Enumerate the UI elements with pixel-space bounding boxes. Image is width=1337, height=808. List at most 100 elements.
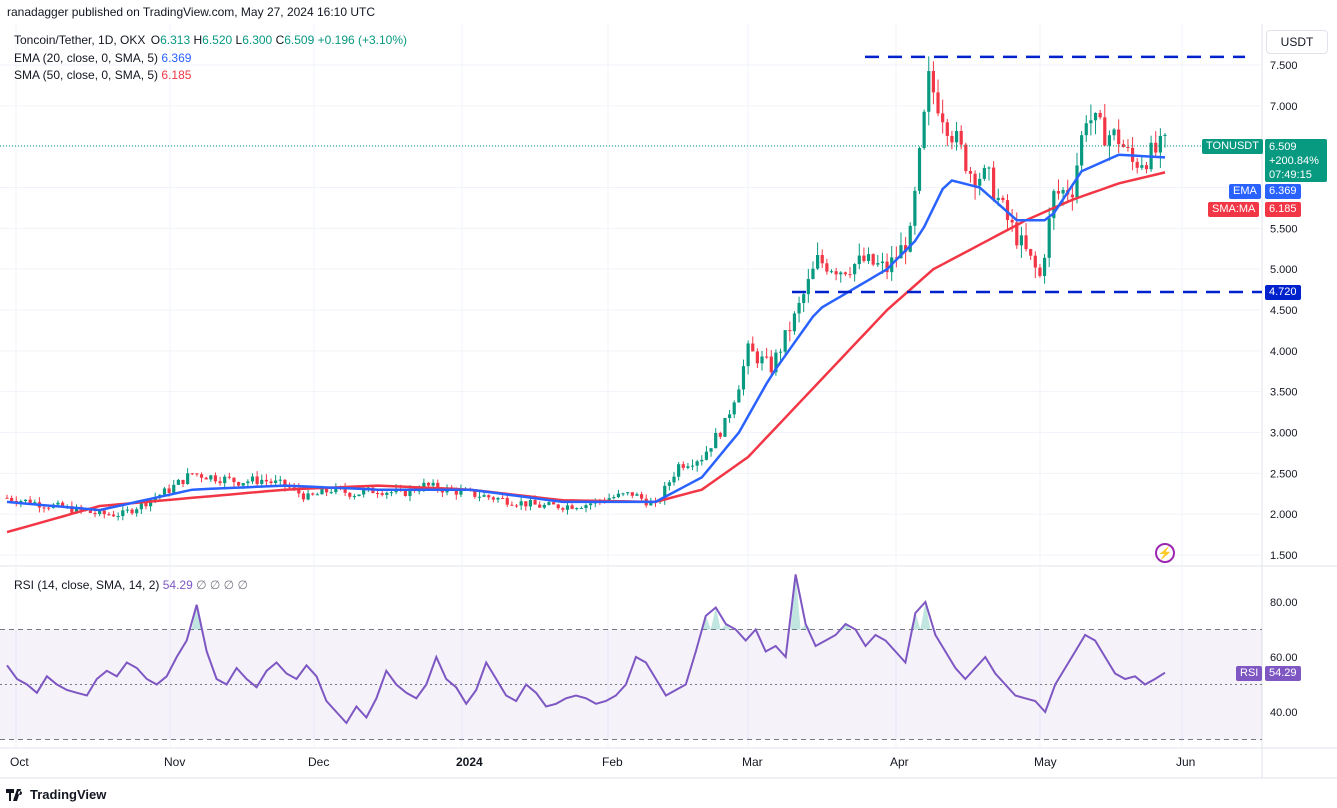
- price-tick-label: 1.500: [1270, 550, 1298, 562]
- candle-body: [1038, 267, 1042, 276]
- candle-body: [255, 476, 259, 484]
- candle-body: [1010, 219, 1014, 223]
- candle-body: [23, 499, 28, 502]
- time-tick-label: Nov: [164, 755, 185, 769]
- candle-body: [751, 343, 755, 352]
- candle-body: [663, 485, 667, 501]
- rsi-legend-extra: ∅ ∅ ∅ ∅: [196, 578, 248, 592]
- rsi-overbought-fill: [790, 574, 801, 630]
- candle-body: [264, 479, 268, 482]
- candle-body: [927, 71, 931, 112]
- candle-body: [834, 271, 838, 275]
- candle-body: [162, 488, 167, 495]
- candle-body: [42, 507, 46, 509]
- time-tick-label: 2024: [456, 755, 483, 769]
- rsi-legend-value: 54.29: [162, 578, 193, 592]
- price-tick-label: 4.500: [1270, 305, 1298, 317]
- candle-body: [584, 505, 588, 509]
- candle-body: [866, 254, 871, 261]
- candle-body: [913, 190, 917, 226]
- candle-body: [741, 366, 746, 390]
- candle-body: [1015, 222, 1019, 246]
- candle-body: [1075, 165, 1079, 198]
- price-tick-label: 2.000: [1270, 509, 1298, 521]
- candle-body: [1061, 189, 1065, 194]
- sma-legend-label: SMA (50, close, 0, SMA, 5): [14, 68, 159, 82]
- candle-body: [704, 451, 709, 460]
- candle-body: [950, 135, 954, 143]
- rsi-tick-label: 40.00: [1270, 707, 1298, 719]
- candle-body: [431, 482, 435, 486]
- candle-body: [385, 492, 389, 495]
- candle-body: [496, 498, 500, 500]
- candle-body: [348, 492, 352, 497]
- candle-body: [436, 482, 440, 490]
- candle-body: [528, 500, 533, 507]
- rsi-overbought-fill: [720, 624, 731, 630]
- candle-body: [181, 479, 185, 484]
- candle-body: [5, 497, 9, 499]
- rsi-legend-label: RSI (14, close, SMA, 14, 2): [14, 578, 160, 592]
- time-tick-label: Feb: [602, 755, 623, 769]
- symbol-title: Toncoin/Tether, 1D, OKX: [14, 33, 146, 47]
- candle-body: [853, 264, 857, 275]
- candle-body: [802, 294, 806, 303]
- candle-body: [825, 263, 829, 272]
- ema-line-tag: EMA: [1229, 184, 1261, 199]
- candle-body: [514, 505, 519, 507]
- candle-body: [274, 480, 278, 483]
- candle-body: [325, 488, 329, 493]
- currency-button[interactable]: USDT: [1266, 30, 1328, 54]
- candle-body: [1135, 161, 1139, 168]
- time-tick-label: Jun: [1176, 755, 1195, 769]
- candle-body: [621, 493, 625, 495]
- candle-body: [107, 514, 111, 516]
- candle-body: [283, 479, 287, 487]
- candle-body: [626, 492, 630, 494]
- candle-body: [922, 111, 926, 149]
- candle-body: [667, 482, 671, 486]
- candle-body: [686, 466, 690, 468]
- candle-body: [862, 255, 866, 261]
- candle-body: [954, 131, 959, 143]
- candle-body: [565, 505, 570, 510]
- candle-body: [1070, 194, 1074, 198]
- candle-body: [1107, 135, 1112, 146]
- candle-body: [816, 255, 820, 269]
- candle-body: [1024, 235, 1028, 250]
- candle-body: [357, 494, 361, 497]
- tradingview-logo[interactable]: TradingView: [6, 787, 106, 802]
- candle-body: [204, 477, 208, 480]
- rsi-axis-value: 54.29: [1265, 666, 1301, 681]
- candle-body: [542, 504, 546, 508]
- candle-body: [297, 488, 301, 494]
- candle-body: [570, 505, 574, 509]
- candle-body: [690, 465, 695, 467]
- candle-body: [931, 71, 935, 93]
- candle-body: [440, 489, 445, 493]
- candle-body: [616, 493, 621, 498]
- candle-body: [894, 257, 898, 259]
- candle-body: [1033, 255, 1037, 268]
- candle-body: [639, 494, 644, 499]
- candle-body: [876, 263, 880, 265]
- lightning-icon[interactable]: ⚡: [1155, 543, 1175, 563]
- candle-body: [403, 489, 407, 496]
- price-tick-label: 3.500: [1270, 387, 1298, 399]
- candle-body: [727, 414, 732, 419]
- sma-legend-value: 6.185: [161, 68, 192, 82]
- candle-body: [677, 464, 681, 477]
- candle-body: [1005, 200, 1010, 220]
- candle-body: [1126, 146, 1130, 148]
- candle-body: [454, 489, 458, 495]
- candle-body: [538, 504, 542, 508]
- candle-body: [732, 402, 736, 415]
- candle-body: [148, 499, 153, 507]
- candle-body: [996, 197, 1000, 201]
- rsi-legend: RSI (14, close, SMA, 14, 2) 54.29 ∅ ∅ ∅ …: [14, 578, 248, 592]
- candle-body: [765, 356, 769, 358]
- rsi-line: [6, 574, 1166, 725]
- candle-body: [1144, 165, 1149, 170]
- candle-body: [1103, 117, 1107, 146]
